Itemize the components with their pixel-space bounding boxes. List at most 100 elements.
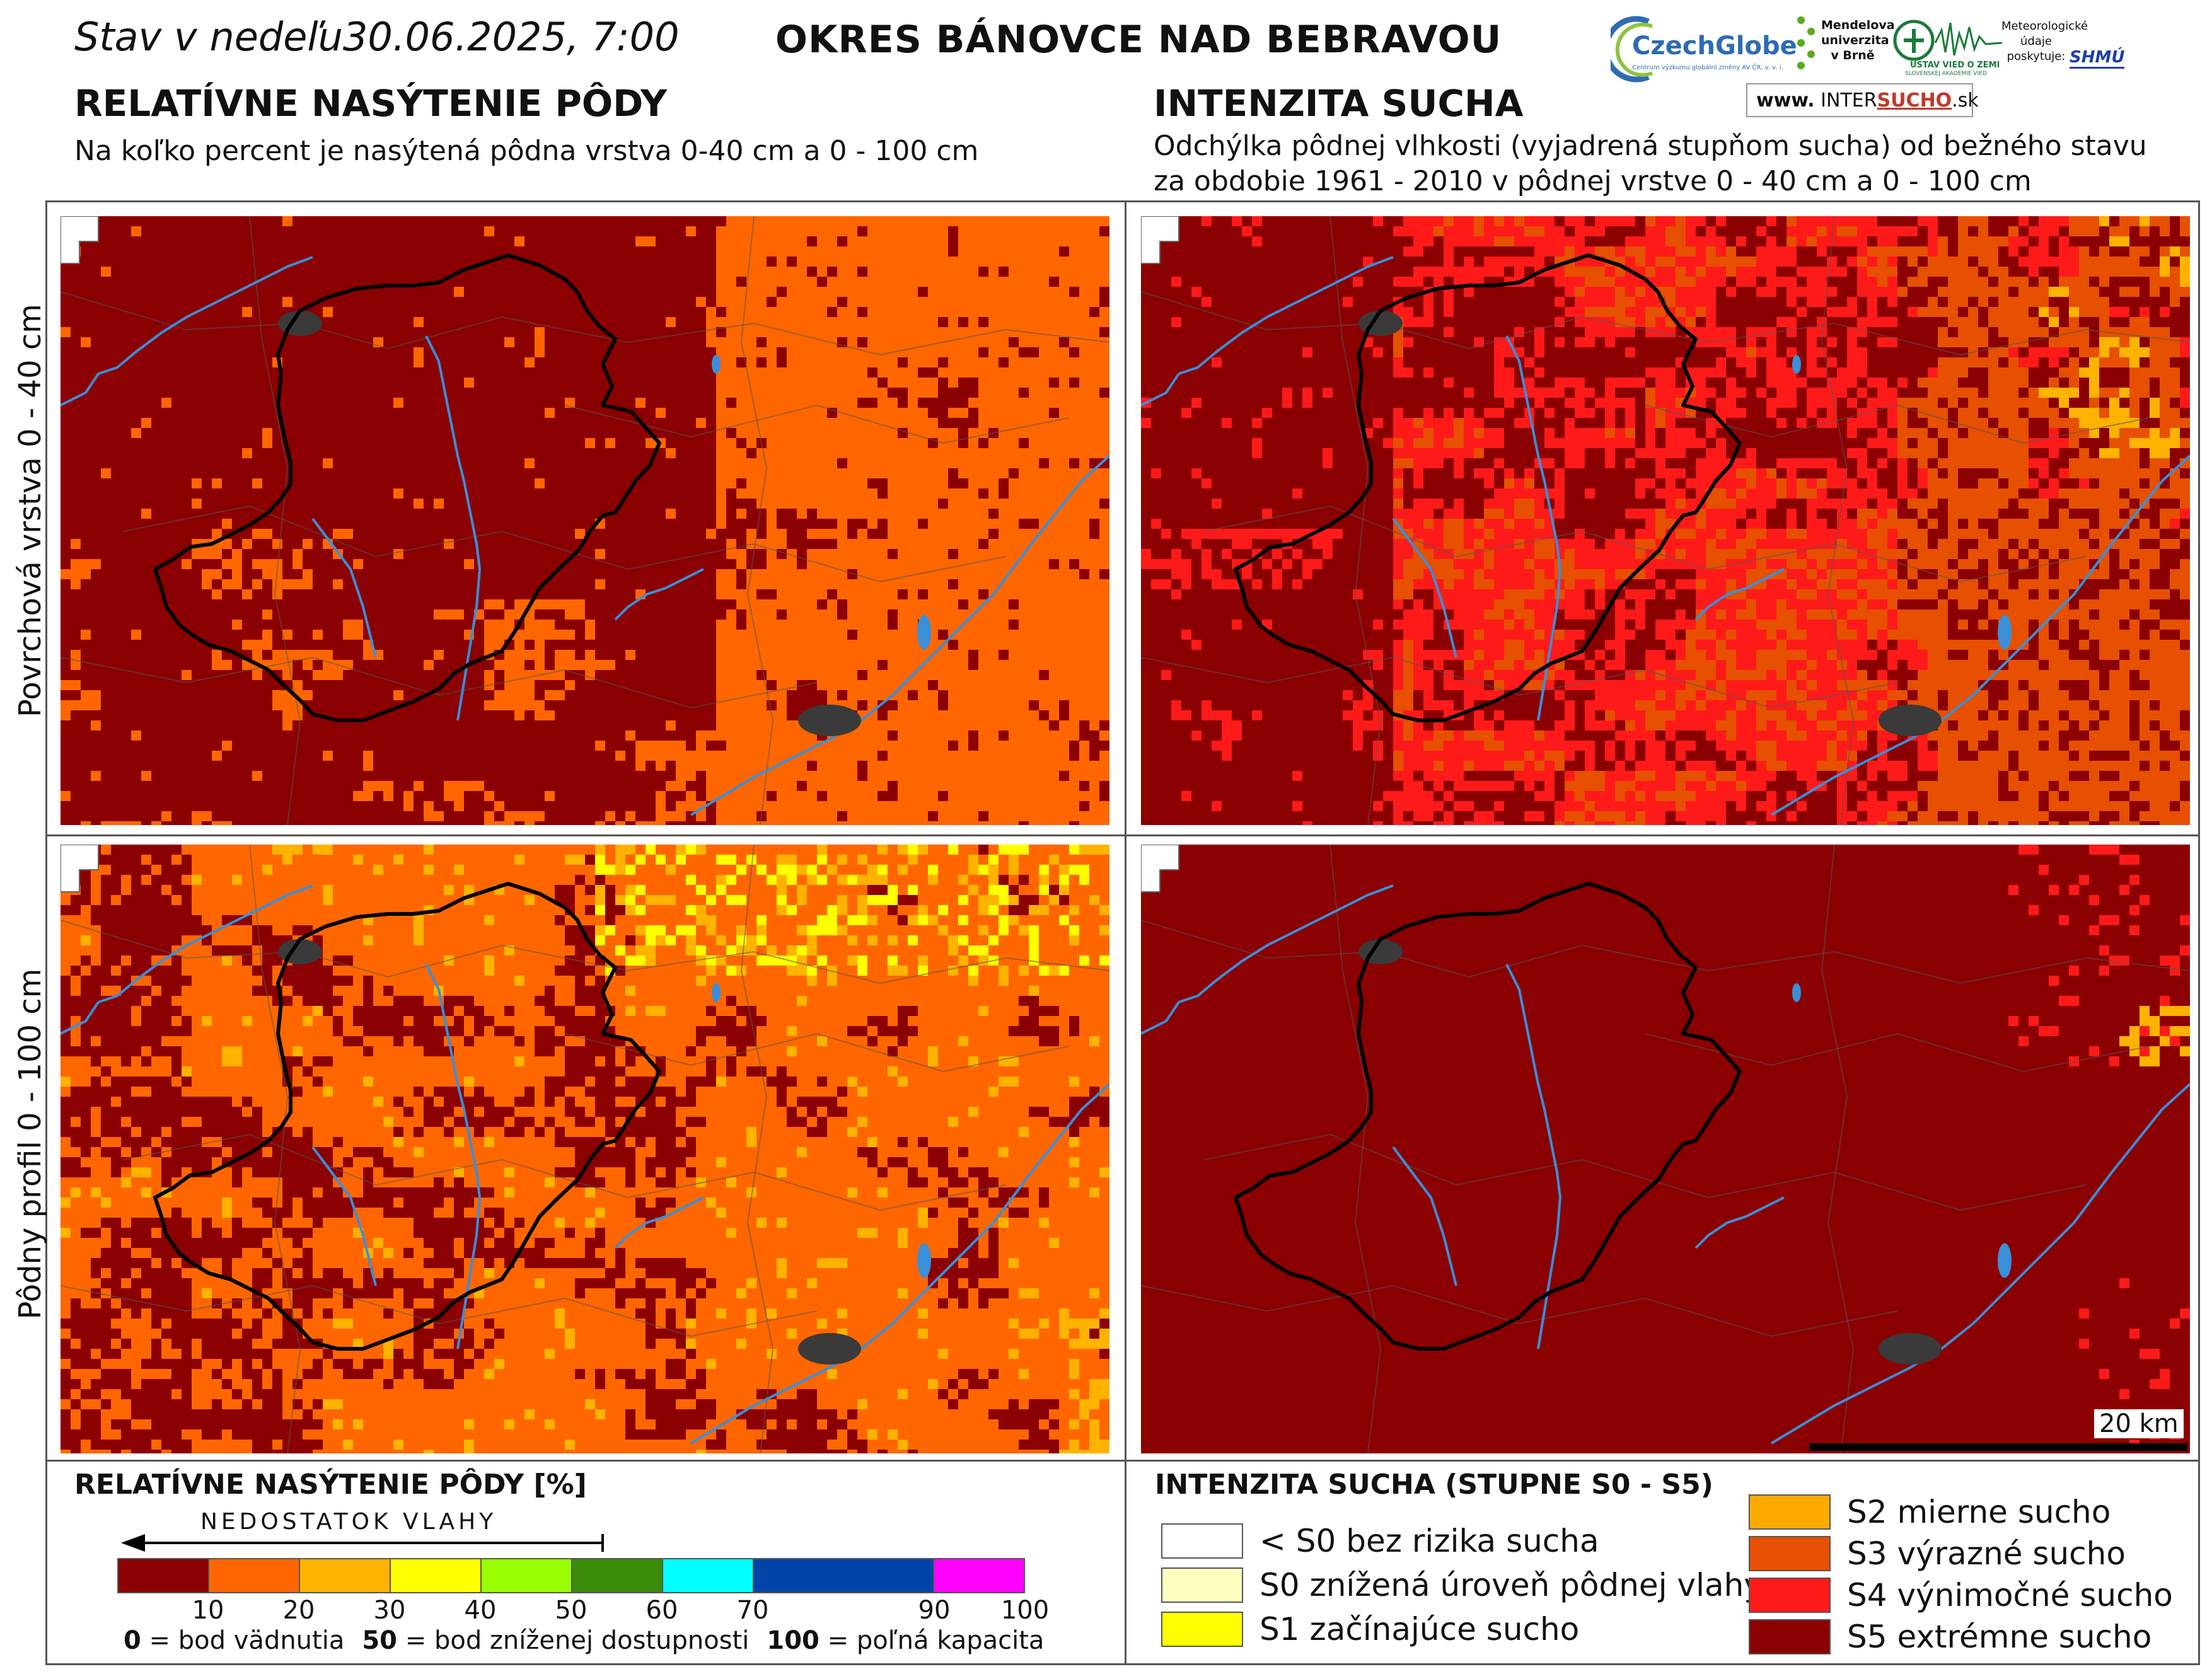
colorbar-tick-label: 60 xyxy=(646,1596,678,1625)
legend-swatch xyxy=(1749,1494,1831,1530)
legend-note: 0 = bod vädnutia xyxy=(124,1626,345,1655)
raster-cells xyxy=(61,845,1109,1453)
date-prefix: Stav v nedeľu xyxy=(74,14,343,60)
ustav-vied-o-zemi-logo: ÚSTAV VIED O ZEMI SLOVENSKEJ AKADÉMIE VI… xyxy=(1891,18,2005,81)
legend-label: S5 extrémne sucho xyxy=(1847,1619,2152,1655)
raster-class xyxy=(2008,845,2190,1450)
legend-swatch xyxy=(1749,1619,1831,1654)
right-section-subtitle-1: Odchýlka pôdnej vlhkosti (vyjadrená stup… xyxy=(1154,130,2147,162)
road-line xyxy=(61,1284,818,1337)
road-line xyxy=(61,656,818,709)
road-line xyxy=(740,845,774,1453)
road-line xyxy=(249,216,301,825)
river-line xyxy=(61,372,100,407)
legend-label: S2 mierne sucho xyxy=(1847,1494,2111,1530)
road-line xyxy=(1141,656,1898,709)
road-line xyxy=(1329,216,1382,825)
lake-shape xyxy=(1998,1243,2012,1278)
intersucho-logo: www. INTERSUCHO.sk xyxy=(1746,83,1979,117)
meteo-note: Meteorologické údaje poskytuje: xyxy=(2001,20,2088,63)
legend-note: 50 = bod zníženej dostupnosti xyxy=(362,1626,750,1655)
lake-shape xyxy=(712,983,721,1002)
town-shape xyxy=(798,1333,861,1365)
river-line xyxy=(614,1196,704,1249)
river-line xyxy=(1770,454,2190,816)
left-section-title: RELATÍVNE NASÝTENIE PÔDY xyxy=(74,82,668,125)
intersucho-sk: .sk xyxy=(1952,89,1979,112)
map-nodata-corner xyxy=(61,216,99,264)
map-drought-0-100 xyxy=(1141,845,2190,1453)
map-background xyxy=(1141,845,2190,1453)
river-line xyxy=(425,335,482,721)
left-section-subtitle: Na koľko percent je nasýtená pôdna vrstv… xyxy=(74,135,979,167)
raster-class xyxy=(61,845,1109,1453)
legend-swatch xyxy=(1161,1567,1243,1603)
legend-label: S0 znížená úroveň pôdnej vlahy xyxy=(1259,1567,1763,1603)
legend-left-title: RELATÍVNE NASÝTENIE PÔDY [%] xyxy=(74,1469,587,1501)
czechglobe-subtext: Centrum výzkumu globální změny AV ČR, v.… xyxy=(1632,64,1783,71)
drought-legend-item: S2 mierne sucho xyxy=(1749,1494,2111,1530)
district-boundary xyxy=(153,882,661,1351)
raster-cells xyxy=(1141,216,2190,825)
river-line xyxy=(1770,1083,2190,1445)
map-nodata-corner xyxy=(61,845,99,892)
lake-shape xyxy=(1998,615,2012,650)
map-saturation-0-40 xyxy=(61,216,1109,825)
grid-divider-legend xyxy=(45,1460,2200,1462)
lake-shape xyxy=(1792,355,1801,374)
lake-shape xyxy=(1792,983,1801,1002)
grid-divider-vertical xyxy=(1125,200,1126,1665)
drought-legend-item: S5 extrémne sucho xyxy=(1749,1619,2151,1655)
legend-label: S3 výrazné sucho xyxy=(1847,1535,2126,1572)
intersucho-sucho: SUCHO xyxy=(1877,89,1952,112)
river-line xyxy=(1141,1001,1180,1035)
district-boundary xyxy=(1234,253,1742,722)
czechglobe-logo: CzechGlobe Centrum výzkumu globální změn… xyxy=(1603,14,1797,83)
legend-swatch xyxy=(1749,1578,1831,1613)
river-line xyxy=(98,884,313,1003)
row-label-top: Povrchová vrstva 0 - 40 cm xyxy=(13,304,48,717)
colorbar-tick-label: 90 xyxy=(918,1596,951,1625)
colorbar-tick-label: 100 xyxy=(1000,1596,1050,1625)
river-line xyxy=(690,1083,1109,1445)
right-section-title: INTENZITA SUCHA xyxy=(1154,82,1524,125)
raster-cells xyxy=(2008,845,2190,1450)
town-shape xyxy=(798,705,861,736)
raster-cells xyxy=(61,216,1109,825)
map-nodata-corner xyxy=(1141,845,1179,892)
road-line xyxy=(1821,216,1855,825)
drought-legend-item: S0 znížená úroveň pôdnej vlahy xyxy=(1161,1567,1763,1603)
road-line xyxy=(740,216,774,825)
lake-shape xyxy=(712,355,721,374)
colorbar-tick-label: 30 xyxy=(373,1596,406,1625)
river-line xyxy=(690,454,1109,816)
right-section-subtitle-2: za obdobie 1961 - 2010 v pôdnej vrstve 0… xyxy=(1154,165,2032,197)
town-shape xyxy=(1879,1333,1942,1365)
arrow-label: NEDOSTATOK VLAHY xyxy=(200,1509,497,1535)
river-line xyxy=(1392,1146,1457,1286)
date-value: 30.06.2025, 7:00 xyxy=(342,14,680,60)
legend-left-notes: 0 = bod vädnutia 50 = bod zníženej dostup… xyxy=(124,1626,1044,1655)
colorbar-bin xyxy=(934,1559,1024,1592)
road-line xyxy=(1141,1284,1898,1337)
colorbar-tick-label: 50 xyxy=(555,1596,588,1625)
river-line xyxy=(614,568,704,621)
road-line xyxy=(1645,404,2150,444)
intersucho-www: www. xyxy=(1756,89,1815,112)
road-line xyxy=(123,1133,1007,1211)
drought-legend-item: S3 výrazné sucho xyxy=(1749,1535,2126,1572)
road-line xyxy=(61,920,1109,984)
mendel-logo: Mendelova univerzita v Brně xyxy=(1793,14,1895,83)
river-line xyxy=(311,517,377,658)
raster-class xyxy=(2039,216,2190,458)
road-line xyxy=(564,404,1070,444)
saturation-colorbar xyxy=(117,1558,1025,1593)
raster-class xyxy=(1393,216,2190,825)
town-shape xyxy=(1879,705,1942,736)
report-date: Stav v nedeľu30.06.2025, 7:00 xyxy=(74,14,680,60)
river-line xyxy=(1505,964,1562,1349)
map-drought-0-40 xyxy=(1141,216,2190,825)
meteo-provider: Meteorologické údaje poskytuje: SHMÚ xyxy=(2001,19,2128,82)
colorbar-bin xyxy=(300,1559,391,1592)
district-boundary xyxy=(153,253,661,722)
